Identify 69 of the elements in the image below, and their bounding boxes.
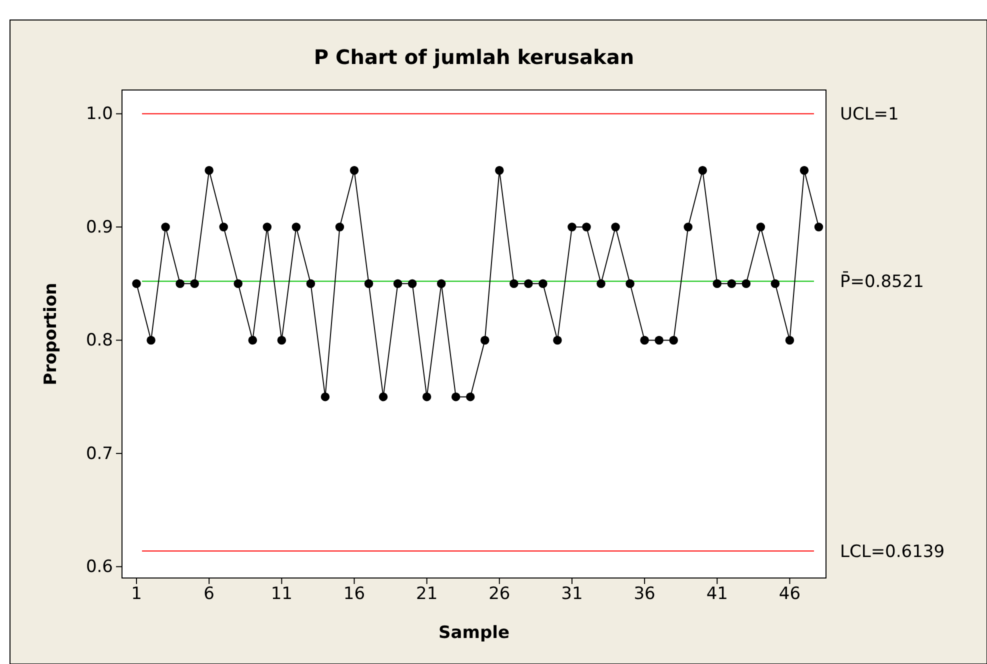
ref-line-label: UCL=1 (840, 104, 899, 125)
point (161, 222, 170, 232)
point (466, 392, 475, 402)
point (524, 279, 533, 288)
y-tick-label: 0.8 (86, 330, 113, 351)
point (480, 336, 490, 345)
point (553, 336, 562, 345)
point (568, 222, 576, 232)
point (611, 222, 620, 232)
y-tick-label: 1.0 (86, 104, 113, 124)
point (292, 222, 301, 232)
point (770, 279, 780, 288)
point (596, 279, 606, 288)
point (756, 222, 766, 232)
x-tick-label: 6 (204, 584, 215, 604)
y-tick-label: 0.6 (86, 557, 113, 578)
chart-title: P Chart of jumlah kerusakan (314, 45, 634, 69)
point (248, 336, 258, 345)
point (132, 279, 141, 288)
x-axis-title: Sample (438, 623, 510, 643)
point (219, 222, 228, 232)
point (800, 166, 809, 175)
point (727, 279, 736, 288)
point (306, 279, 316, 288)
point (190, 279, 199, 288)
ref-line-label: P̄=0.8521 (840, 271, 924, 292)
point (640, 336, 649, 345)
x-tick-label: 26 (488, 584, 510, 604)
x-tick-label: 21 (416, 584, 438, 604)
point (277, 336, 286, 345)
y-tick-label: 0.9 (86, 217, 113, 238)
point (350, 166, 359, 175)
x-tick-label: 41 (706, 584, 728, 604)
point (742, 279, 751, 288)
x-tick-label: 36 (634, 584, 656, 604)
y-axis-title: Proportion (41, 282, 61, 386)
point (626, 279, 634, 288)
point (495, 166, 504, 175)
point (408, 279, 417, 288)
point (582, 222, 591, 232)
point (538, 279, 548, 288)
point (262, 222, 272, 232)
point (234, 279, 242, 288)
y-tick-label: 0.7 (86, 444, 113, 464)
point (712, 279, 722, 288)
ref-line-label: LCL=0.6139 (840, 542, 945, 562)
point (684, 222, 692, 232)
point (320, 392, 330, 402)
point (204, 166, 214, 175)
point (422, 392, 432, 402)
point (814, 222, 824, 232)
point (364, 279, 374, 288)
point (378, 392, 388, 402)
point (393, 279, 402, 288)
point (436, 279, 446, 288)
point (146, 336, 156, 345)
x-tick-label: 16 (343, 584, 366, 604)
x-tick-label: 46 (778, 584, 801, 604)
point (176, 279, 184, 288)
point (698, 166, 707, 175)
x-tick-label: 31 (561, 584, 583, 604)
point (654, 336, 664, 345)
point (451, 392, 460, 402)
point (785, 336, 794, 345)
point (510, 279, 518, 288)
point (335, 222, 344, 232)
x-tick-label: 11 (270, 584, 292, 604)
point (669, 336, 678, 345)
x-tick-label: 1 (131, 584, 142, 604)
